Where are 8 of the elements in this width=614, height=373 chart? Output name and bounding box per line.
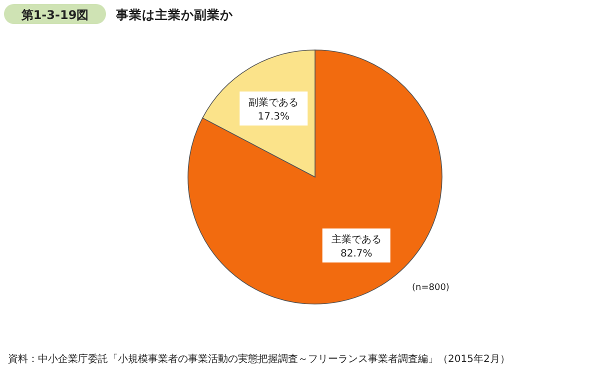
slice-label: 副業である [248,96,299,109]
data-label: 17.3% [258,112,290,123]
data-label: 82.7% [340,248,372,260]
slice-label: 主業である [331,233,382,246]
chart-title: 事業は主業か副業か [115,7,234,22]
text: (n=800) [412,283,450,293]
text: 第1-3-19図 [20,8,89,22]
text: 資料：中小企業庁委託「小規模事業者の事業活動の実態把握調査～フリーランス事業者調査編」（2015年2月） [8,353,510,365]
